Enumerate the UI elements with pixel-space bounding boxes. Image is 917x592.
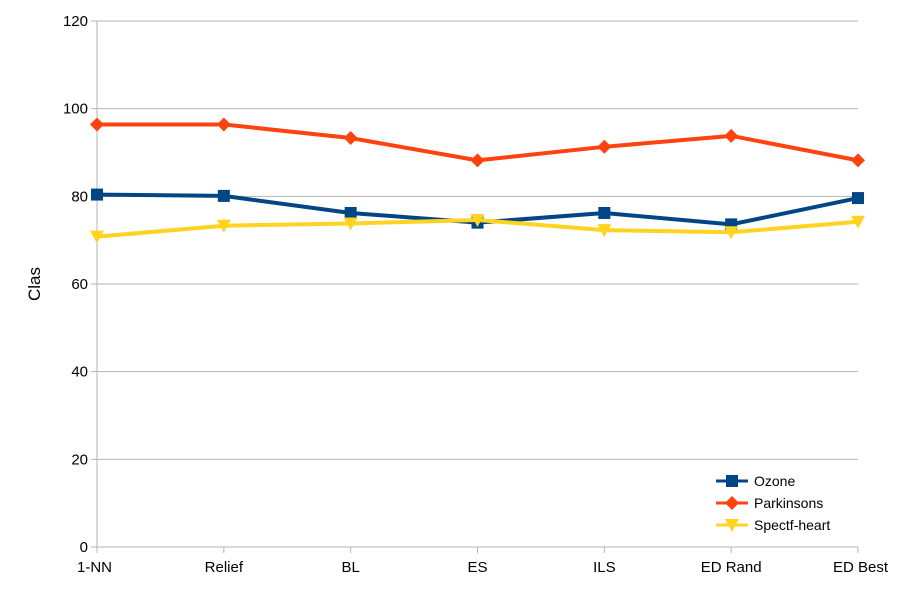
legend-entry: Parkinsons — [716, 495, 823, 511]
x-tick-label: ED Rand — [701, 559, 762, 576]
point — [726, 475, 738, 487]
point — [343, 217, 358, 231]
x-tick-label: BL — [341, 559, 359, 576]
point — [216, 219, 231, 233]
grid-layer — [97, 20, 858, 460]
point — [852, 192, 864, 205]
point — [90, 230, 104, 244]
point — [470, 153, 485, 168]
y-tick-label: 0 — [80, 539, 88, 556]
legend-entry: Spectf-heart — [716, 517, 830, 533]
point — [724, 128, 739, 143]
x-tick-label: ILS — [593, 559, 616, 576]
y-tick-label: 80 — [71, 188, 88, 205]
point — [470, 214, 485, 228]
x-tick-label: Relief — [205, 559, 244, 576]
y-tick-label: 60 — [71, 276, 88, 293]
point — [851, 153, 865, 168]
point — [851, 215, 865, 229]
point — [597, 139, 612, 154]
point — [91, 188, 103, 201]
point — [725, 519, 739, 532]
x-tick-label: ED Best — [833, 559, 889, 576]
axes: 0 20 40 60 80 100 120 1-NN Relief BL ES ILS ED Rand E… — [25, 13, 889, 576]
series-layer — [90, 117, 865, 244]
point — [725, 496, 739, 510]
point — [217, 189, 230, 202]
legend-label: Ozone — [754, 473, 795, 489]
y-tick-label: 40 — [71, 364, 88, 381]
x-tick-label: 1-NN — [77, 559, 112, 576]
y-tick-label: 100 — [63, 101, 88, 118]
y-tick-label: 20 — [71, 451, 88, 468]
point — [343, 131, 358, 146]
point — [344, 206, 357, 219]
legend-label: Spectf-heart — [754, 517, 830, 533]
legend-entry: Ozone — [716, 473, 795, 489]
point — [216, 117, 231, 132]
point — [598, 206, 611, 219]
legend-label: Parkinsons — [754, 495, 823, 511]
point — [90, 117, 104, 132]
point — [597, 224, 612, 238]
y-axis-title: Clas — [25, 267, 44, 301]
legend: Ozone Parkinsons Spectf-heart — [716, 473, 830, 533]
series-spectf-heart — [90, 214, 865, 244]
x-tick-label: ES — [467, 559, 487, 576]
series-parkinsons — [90, 117, 865, 168]
y-tick-label: 120 — [63, 13, 88, 30]
point — [724, 226, 739, 240]
